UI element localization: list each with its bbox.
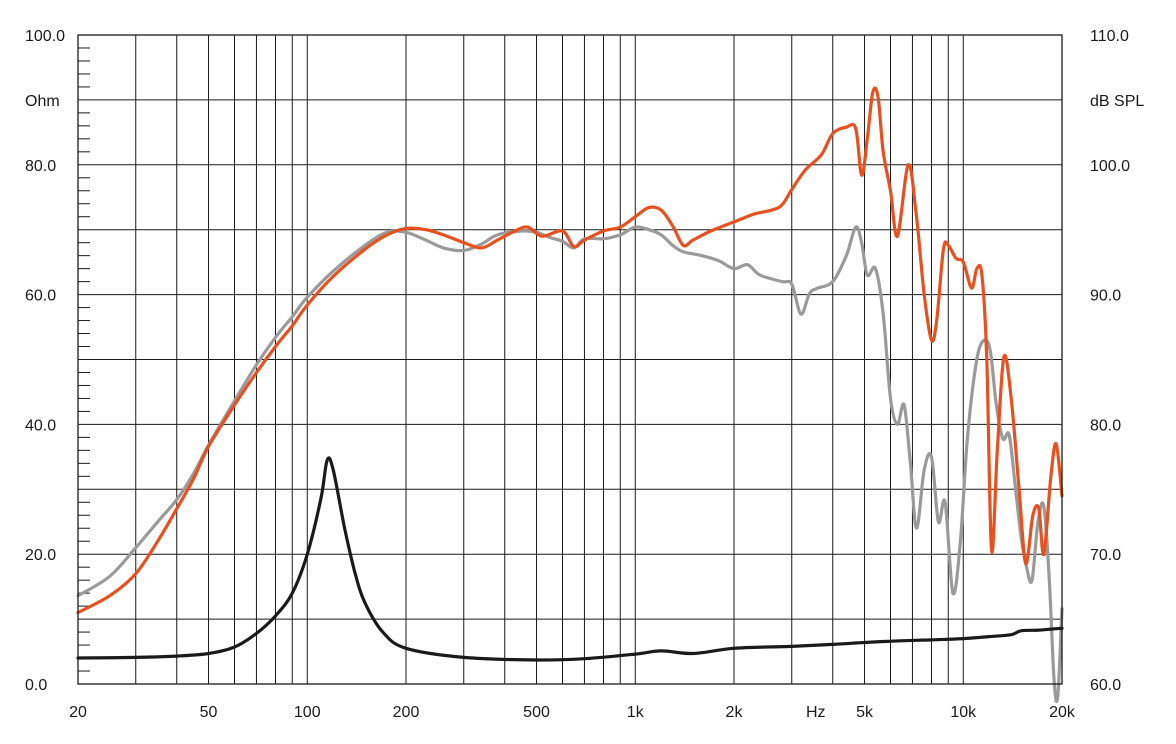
right-axis-unit-label: dB SPL — [1090, 93, 1144, 110]
series-layer — [76, 86, 1064, 704]
x-tick-label: 500 — [523, 704, 550, 721]
x-tick-label: 50 — [200, 704, 218, 721]
left-tick-label: 20.0 — [25, 547, 56, 564]
right-tick-label: 100.0 — [1090, 158, 1130, 175]
x-tick-label: 5k — [856, 704, 874, 721]
x-tick-label: 2k — [726, 704, 744, 721]
spl-off-axis-curve — [76, 225, 1064, 704]
x-tick-label: 100 — [294, 704, 321, 721]
x-tick-label: 10k — [950, 704, 977, 721]
plot-frame — [77, 34, 1063, 685]
right-tick-label: 70.0 — [1090, 547, 1121, 564]
left-tick-label: 60.0 — [25, 288, 56, 305]
right-tick-label: 110.0 — [1090, 28, 1129, 45]
impedance-curve — [76, 456, 1064, 662]
x-tick-label: 20 — [69, 704, 87, 721]
axis-labels: Ohm dB SPL 0.0 20.0 40.0 60.0 80.0 100.0 60.0 7… — [25, 28, 1144, 721]
x-tick-label: 1k — [627, 704, 645, 721]
left-axis-unit-label: Ohm — [25, 93, 60, 110]
right-tick-label: 60.0 — [1090, 677, 1121, 694]
x-axis-unit-label: Hz — [806, 704, 826, 721]
left-tick-label: 0.0 — [25, 677, 47, 694]
right-tick-label: 80.0 — [1090, 417, 1121, 434]
plot-border — [77, 34, 1063, 685]
left-tick-label: 80.0 — [25, 158, 56, 175]
grid — [77, 35, 1063, 684]
spl-on-axis-curve — [76, 86, 1064, 615]
x-tick-label: 200 — [393, 704, 420, 721]
x-tick-label: 20k — [1049, 704, 1076, 721]
left-tick-label: 100.0 — [25, 28, 65, 45]
right-tick-label: 90.0 — [1090, 288, 1121, 305]
left-tick-label: 40.0 — [25, 417, 56, 434]
